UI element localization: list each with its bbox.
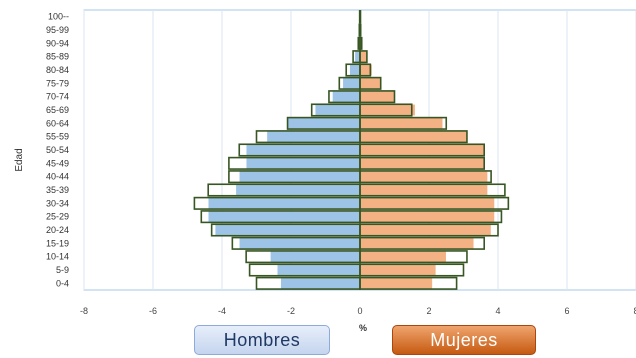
bar-mujeres bbox=[359, 130, 468, 143]
bar-mujeres bbox=[359, 170, 488, 183]
x-tick-label: -8 bbox=[80, 306, 88, 316]
y-tick-label: 65-69 bbox=[46, 105, 69, 115]
bar-hombres bbox=[245, 143, 361, 157]
bar-hombres bbox=[207, 210, 361, 223]
y-axis-title: Edad bbox=[14, 148, 25, 171]
legend-hombres: Hombres bbox=[194, 325, 330, 355]
bar-mujeres bbox=[359, 223, 492, 237]
bar-mujeres bbox=[359, 183, 488, 197]
x-tick-label: 0 bbox=[357, 306, 362, 316]
bar-hombres bbox=[287, 117, 361, 130]
x-tick-label: -4 bbox=[218, 306, 226, 316]
y-tick-label: 0-4 bbox=[56, 278, 69, 288]
bar-hombres bbox=[238, 170, 361, 183]
y-tick-label: 45-49 bbox=[46, 158, 69, 168]
bar-hombres bbox=[280, 277, 361, 290]
y-tick-label: 80-84 bbox=[46, 65, 69, 75]
bar-mujeres bbox=[359, 263, 437, 277]
y-tick-label: 75-79 bbox=[46, 78, 69, 88]
bar-mujeres bbox=[359, 50, 368, 63]
axes: -8 -6 -4 -2 0 2 4 6 8 0-4 5-9 10-14 15-19 20-24 25-29 3… bbox=[46, 10, 636, 316]
bar-mujeres bbox=[359, 237, 475, 250]
x-axis-title: % bbox=[359, 323, 367, 333]
y-tick-label: 55-59 bbox=[46, 132, 69, 142]
y-tick-label: 70-74 bbox=[46, 92, 69, 102]
bar-mujeres bbox=[359, 77, 382, 90]
bar-hombres bbox=[207, 197, 361, 210]
y-tick-label: 15-19 bbox=[46, 238, 69, 248]
bar-mujeres bbox=[359, 90, 395, 103]
y-tick-label: 25-29 bbox=[46, 212, 69, 222]
bar-mujeres bbox=[359, 157, 485, 170]
legend-mujeres: Mujeres bbox=[392, 325, 536, 355]
y-tick-label: 10-14 bbox=[46, 252, 69, 262]
y-tick-label: 40-44 bbox=[46, 172, 69, 182]
x-tick-label: 4 bbox=[495, 306, 500, 316]
bar-hombres bbox=[245, 157, 361, 170]
bar-hombres bbox=[342, 77, 361, 90]
x-tick-label: 8 bbox=[633, 306, 636, 316]
y-tick-label: 30-34 bbox=[46, 198, 69, 208]
x-tick-label: 6 bbox=[564, 306, 569, 316]
y-tick-label: 5-9 bbox=[56, 265, 69, 275]
y-tick-label: 35-39 bbox=[46, 185, 69, 195]
bar-hombres bbox=[332, 90, 361, 103]
bar-mujeres bbox=[359, 277, 433, 290]
bar-hombres bbox=[235, 183, 361, 197]
y-tick-label: 100-- bbox=[48, 12, 69, 22]
bar-hombres bbox=[266, 130, 361, 143]
y-tick-label: 20-24 bbox=[46, 225, 69, 235]
bar-hombres bbox=[269, 250, 361, 263]
x-tick-label: -2 bbox=[287, 306, 295, 316]
bar-mujeres bbox=[359, 117, 444, 130]
bar-mujeres bbox=[359, 103, 416, 117]
bar-hombres bbox=[214, 223, 361, 237]
bar-mujeres bbox=[359, 197, 495, 210]
bar-mujeres bbox=[359, 143, 485, 157]
x-tick-label: 2 bbox=[426, 306, 431, 316]
bar-mujeres bbox=[359, 250, 447, 263]
y-tick-label: 50-54 bbox=[46, 145, 69, 155]
y-tick-label: 95-99 bbox=[46, 25, 69, 35]
x-tick-label: -6 bbox=[149, 306, 157, 316]
bar-hombres bbox=[314, 103, 361, 117]
y-tick-label: 85-89 bbox=[46, 52, 69, 62]
bar-hombres bbox=[276, 263, 361, 277]
bar-mujeres bbox=[359, 210, 495, 223]
bar-hombres bbox=[238, 237, 361, 250]
bar-hombres bbox=[349, 63, 361, 77]
bars bbox=[207, 10, 495, 290]
y-tick-label: 60-64 bbox=[46, 118, 69, 128]
y-tick-label: 90-94 bbox=[46, 38, 69, 48]
